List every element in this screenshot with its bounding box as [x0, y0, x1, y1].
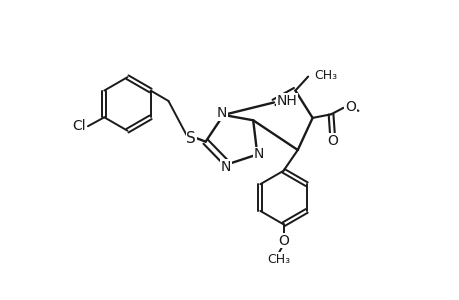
Text: NH: NH: [276, 94, 297, 108]
Text: N: N: [216, 106, 227, 120]
Text: N: N: [220, 160, 231, 174]
Text: O: O: [277, 234, 288, 248]
Text: S: S: [186, 130, 196, 146]
Text: CH₃: CH₃: [313, 69, 336, 82]
Text: O: O: [326, 134, 337, 148]
Text: Cl: Cl: [72, 119, 85, 133]
Text: CH₃: CH₃: [267, 253, 290, 266]
Text: O: O: [344, 100, 355, 114]
Text: N: N: [253, 148, 263, 161]
